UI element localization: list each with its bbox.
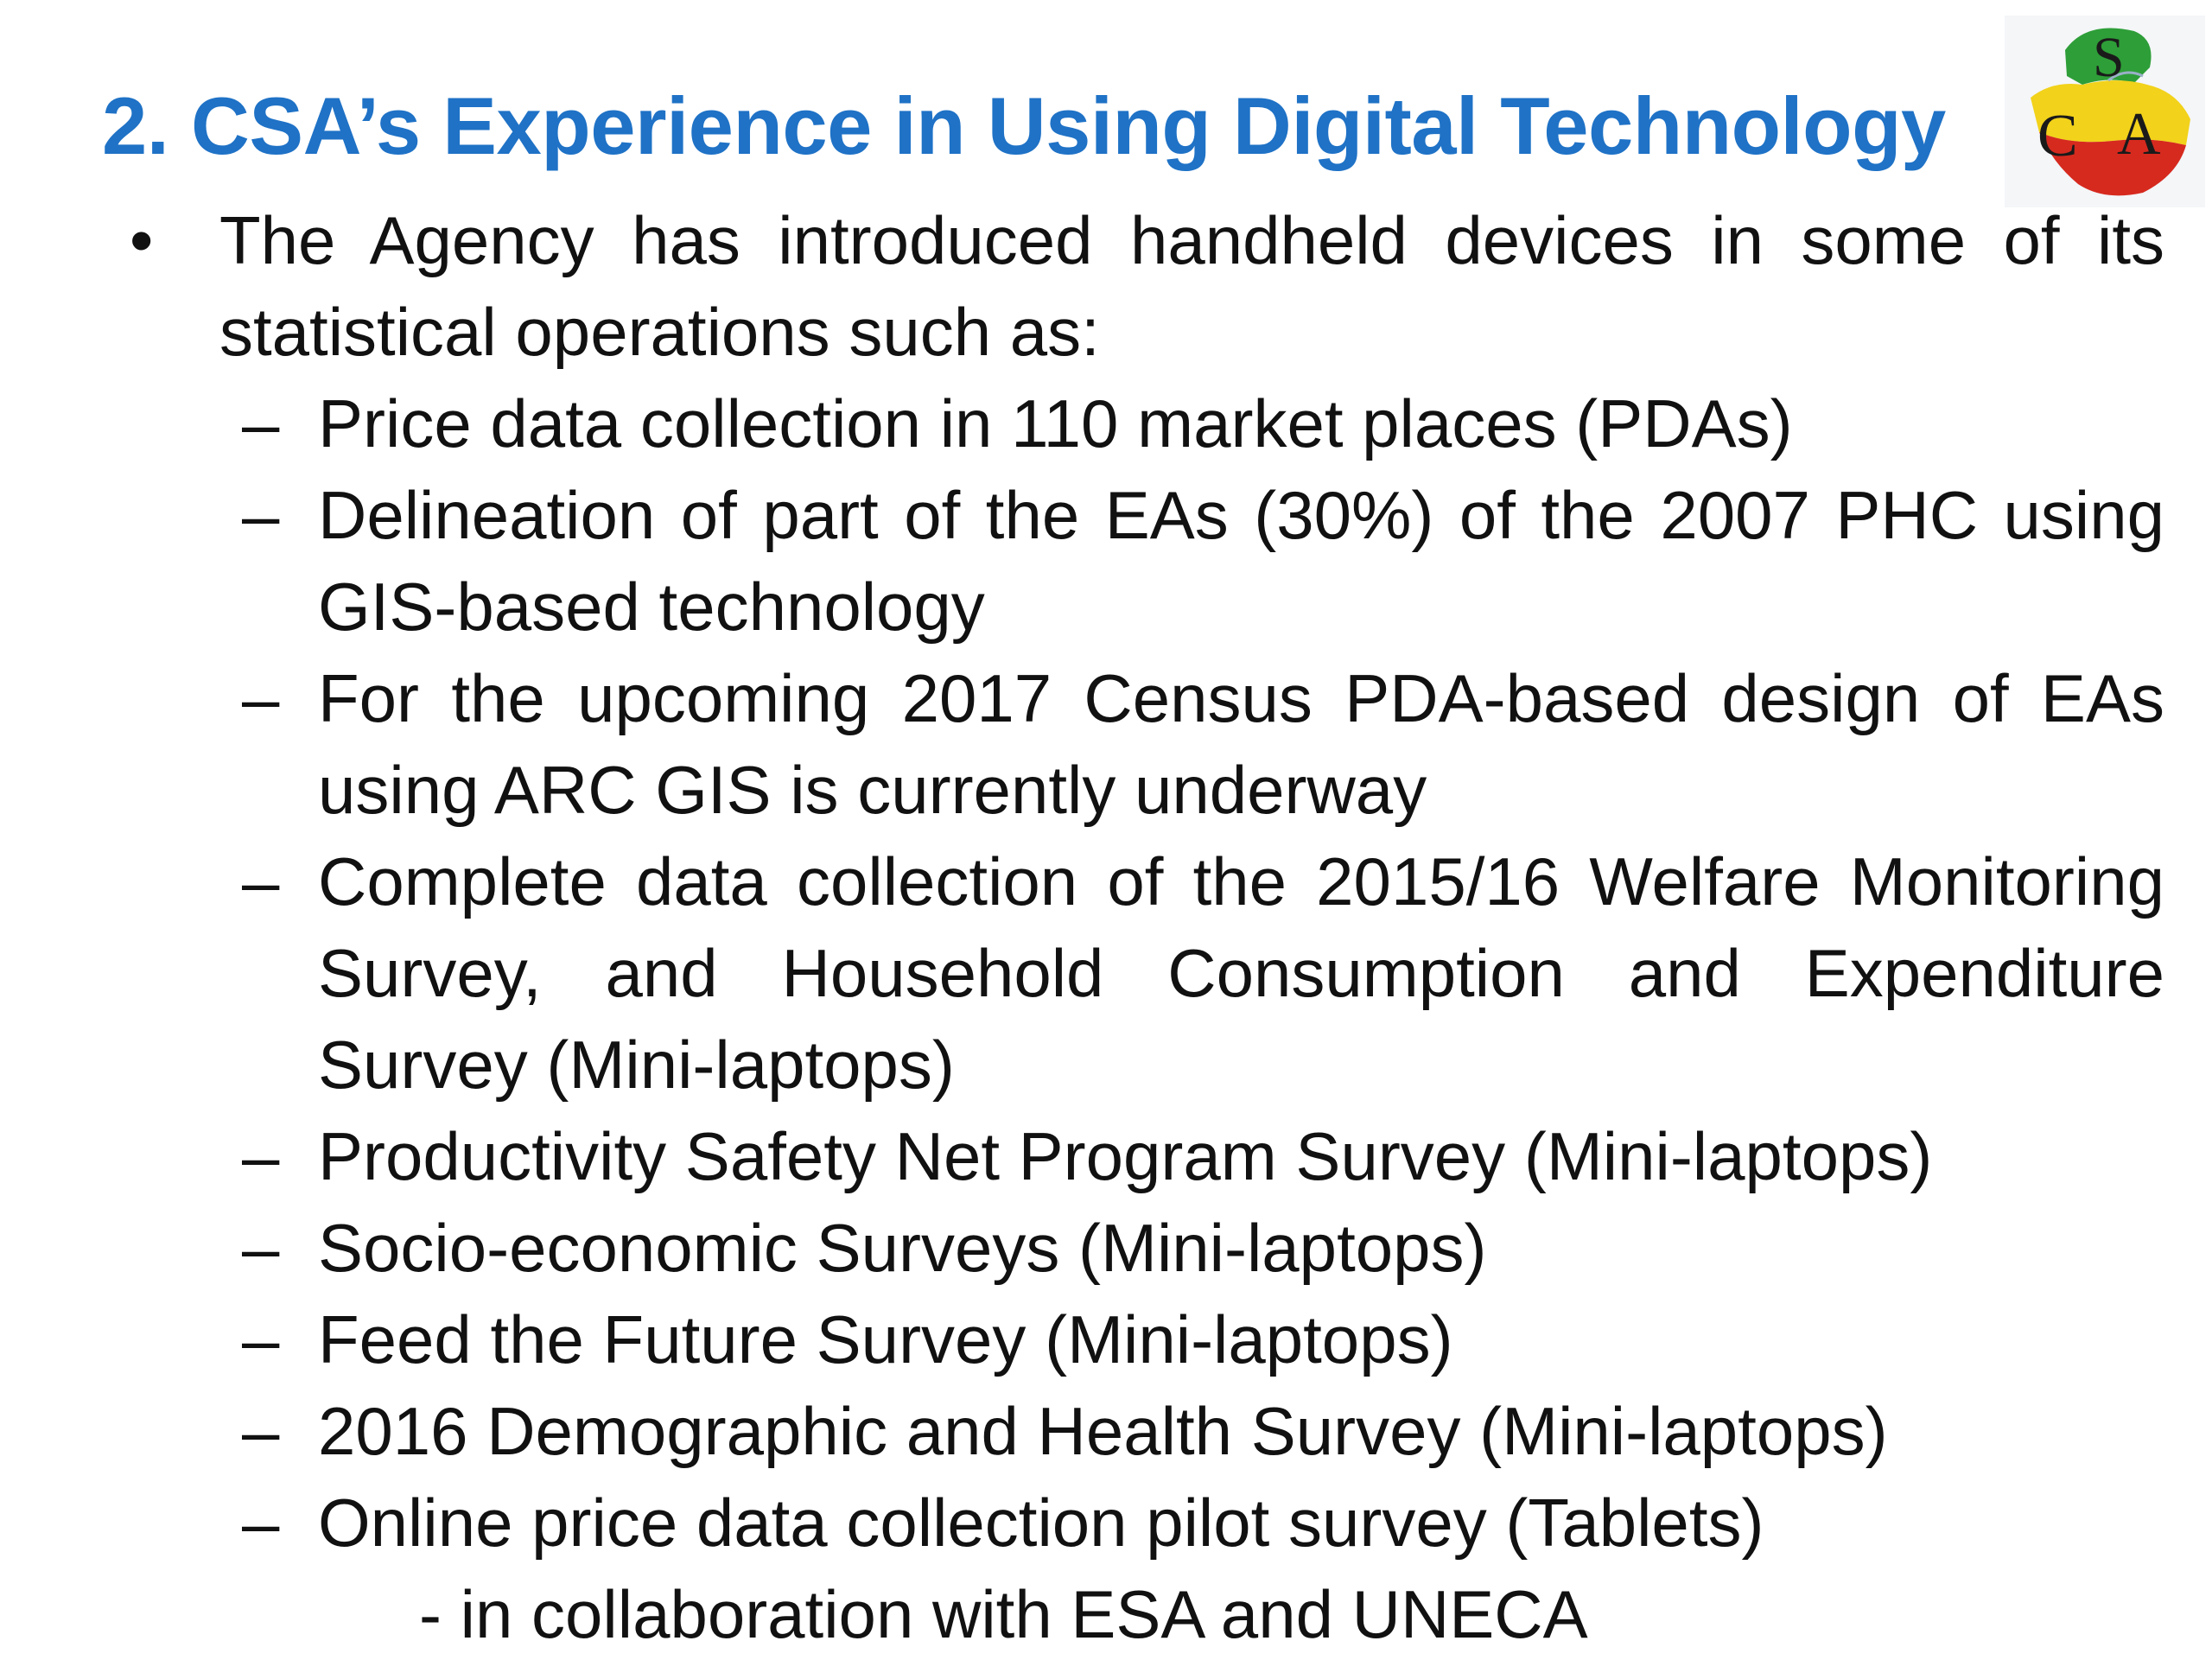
list-item-text: Delineation of part of the EAs (30%) of … [318, 477, 2164, 645]
list-item-text: Complete data collection of the 2015/16 … [318, 843, 2164, 1103]
sub-bullet-list: – Price data collection in 110 market pl… [130, 378, 2164, 1568]
list-item: – Price data collection in 110 market pl… [130, 378, 2164, 469]
logo-letter-s: S [2093, 26, 2125, 89]
logo-letter-c: C [2037, 103, 2078, 169]
dash-marker: – [242, 1210, 280, 1286]
list-item-text: Productivity Safety Net Program Survey (… [318, 1118, 1933, 1194]
logo-red-band [2039, 132, 2186, 196]
dash-marker: – [242, 843, 280, 919]
csa-logo: S C A [2005, 16, 2205, 207]
list-item-text: Price data collection in 110 market plac… [318, 385, 1793, 461]
dash-marker: – [242, 385, 280, 461]
list-item: – Complete data collection of the 2015/1… [130, 836, 2164, 1110]
main-bullet-text: The Agency has introduced handheld devic… [219, 202, 2164, 370]
list-item-text: For the upcoming 2017 Census PDA-based d… [318, 660, 2164, 828]
slide-title: 2. CSA’s Experience in Using Digital Tec… [102, 80, 1946, 171]
logo-letter-a: A [2117, 101, 2161, 168]
main-bullet: • The Agency has introduced handheld dev… [130, 194, 2164, 378]
list-item-text: Socio-economic Surveys (Mini-laptops) [318, 1210, 1487, 1286]
list-item-text: Feed the Future Survey (Mini-laptops) [318, 1301, 1453, 1377]
list-item-text: 2016 Demographic and Health Survey (Mini… [318, 1393, 1888, 1469]
logo-yellow-band [2031, 80, 2190, 145]
bullet-marker: • [130, 202, 154, 278]
dash-marker: – [242, 1118, 280, 1194]
list-item: – Feed the Future Survey (Mini-laptops) [130, 1294, 2164, 1385]
dash-marker: – [242, 660, 280, 736]
dash-marker: – [242, 1301, 280, 1377]
dash-marker: – [242, 477, 280, 553]
list-item: – Delineation of part of the EAs (30%) o… [130, 469, 2164, 652]
list-item: – Socio-economic Surveys (Mini-laptops) [130, 1202, 2164, 1294]
list-item: – For the upcoming 2017 Census PDA-based… [130, 652, 2164, 836]
list-item-text: Online price data collection pilot surve… [318, 1485, 1764, 1561]
dash-marker: – [242, 1485, 280, 1561]
slide-content: • The Agency has introduced handheld dev… [130, 194, 2164, 1660]
list-item: – 2016 Demographic and Health Survey (Mi… [130, 1385, 2164, 1477]
collaboration-note: - in collaboration with ESA and UNECA [419, 1576, 1588, 1652]
logo-green-band [2065, 28, 2152, 85]
list-item: – Productivity Safety Net Program Survey… [130, 1110, 2164, 1202]
list-item: – Online price data collection pilot sur… [130, 1477, 2164, 1568]
dash-marker: – [242, 1393, 280, 1469]
